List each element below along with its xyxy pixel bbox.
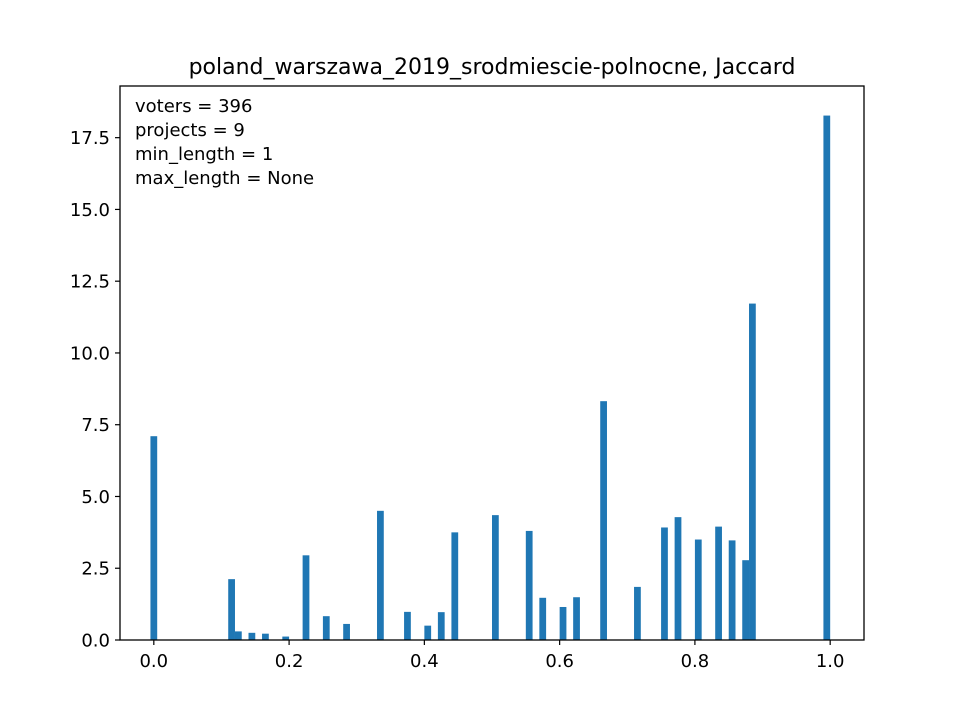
bars-group bbox=[150, 115, 831, 640]
bar-16 bbox=[539, 597, 547, 640]
bar-5 bbox=[282, 636, 290, 640]
bar-28 bbox=[823, 115, 831, 640]
chart-title: poland_warszawa_2019_srodmiescie-polnocn… bbox=[189, 55, 796, 80]
y-axis: 0.0 2.5 5.0 7.5 10.0 12.5 15.0 17.5 bbox=[70, 128, 120, 652]
bar-7 bbox=[322, 616, 330, 640]
bar-21 bbox=[661, 527, 668, 640]
annotation-line: voters = 396 bbox=[135, 96, 252, 117]
bar-20 bbox=[634, 586, 641, 640]
bar-24 bbox=[715, 526, 722, 640]
bar-17 bbox=[559, 606, 567, 640]
y-tick-label: 10.0 bbox=[70, 343, 110, 364]
x-tick-label: 1.0 bbox=[816, 651, 845, 672]
bar-15 bbox=[525, 530, 533, 640]
bar-23 bbox=[694, 539, 702, 640]
x-tick-label: 0.2 bbox=[275, 651, 304, 672]
bar-3 bbox=[248, 632, 256, 640]
y-tick-label: 17.5 bbox=[70, 128, 110, 149]
bar-10 bbox=[404, 611, 411, 640]
y-tick-label: 7.5 bbox=[81, 415, 110, 436]
x-tick-label: 0.4 bbox=[410, 651, 439, 672]
annotation-block: voters = 396 projects = 9 min_length = 1 ma… bbox=[135, 96, 314, 189]
bar-4 bbox=[262, 633, 269, 640]
y-tick-label: 12.5 bbox=[70, 272, 110, 293]
bar-13 bbox=[451, 532, 459, 640]
y-tick-label: 5.0 bbox=[81, 487, 110, 508]
x-tick-label: 0.0 bbox=[139, 651, 168, 672]
plot-frame bbox=[119, 85, 865, 641]
x-axis: 0.0 0.2 0.4 0.6 0.8 1.0 bbox=[139, 640, 845, 672]
bar-1 bbox=[228, 579, 235, 640]
bar-26 bbox=[742, 560, 750, 640]
bar-22 bbox=[674, 517, 682, 640]
annotation-line: projects = 9 bbox=[135, 120, 245, 141]
bar-27 bbox=[749, 303, 756, 640]
annotation-line: min_length = 1 bbox=[135, 144, 273, 165]
bar-25 bbox=[728, 540, 736, 640]
bar-14 bbox=[492, 515, 499, 640]
bar-9 bbox=[377, 510, 384, 640]
bar-11 bbox=[424, 625, 432, 640]
bar-0 bbox=[150, 436, 158, 640]
x-tick-label: 0.8 bbox=[681, 651, 710, 672]
bar-8 bbox=[343, 623, 350, 640]
bar-2 bbox=[234, 631, 242, 640]
bar-6 bbox=[302, 555, 310, 640]
bar-12 bbox=[437, 612, 445, 640]
y-tick-label: 2.5 bbox=[81, 559, 110, 580]
bar-19 bbox=[600, 401, 607, 640]
bar-18 bbox=[573, 597, 580, 640]
x-tick-label: 0.6 bbox=[545, 651, 574, 672]
annotation-line: max_length = None bbox=[135, 168, 314, 189]
y-tick-label: 15.0 bbox=[70, 200, 110, 221]
y-tick-label: 0.0 bbox=[81, 631, 110, 652]
